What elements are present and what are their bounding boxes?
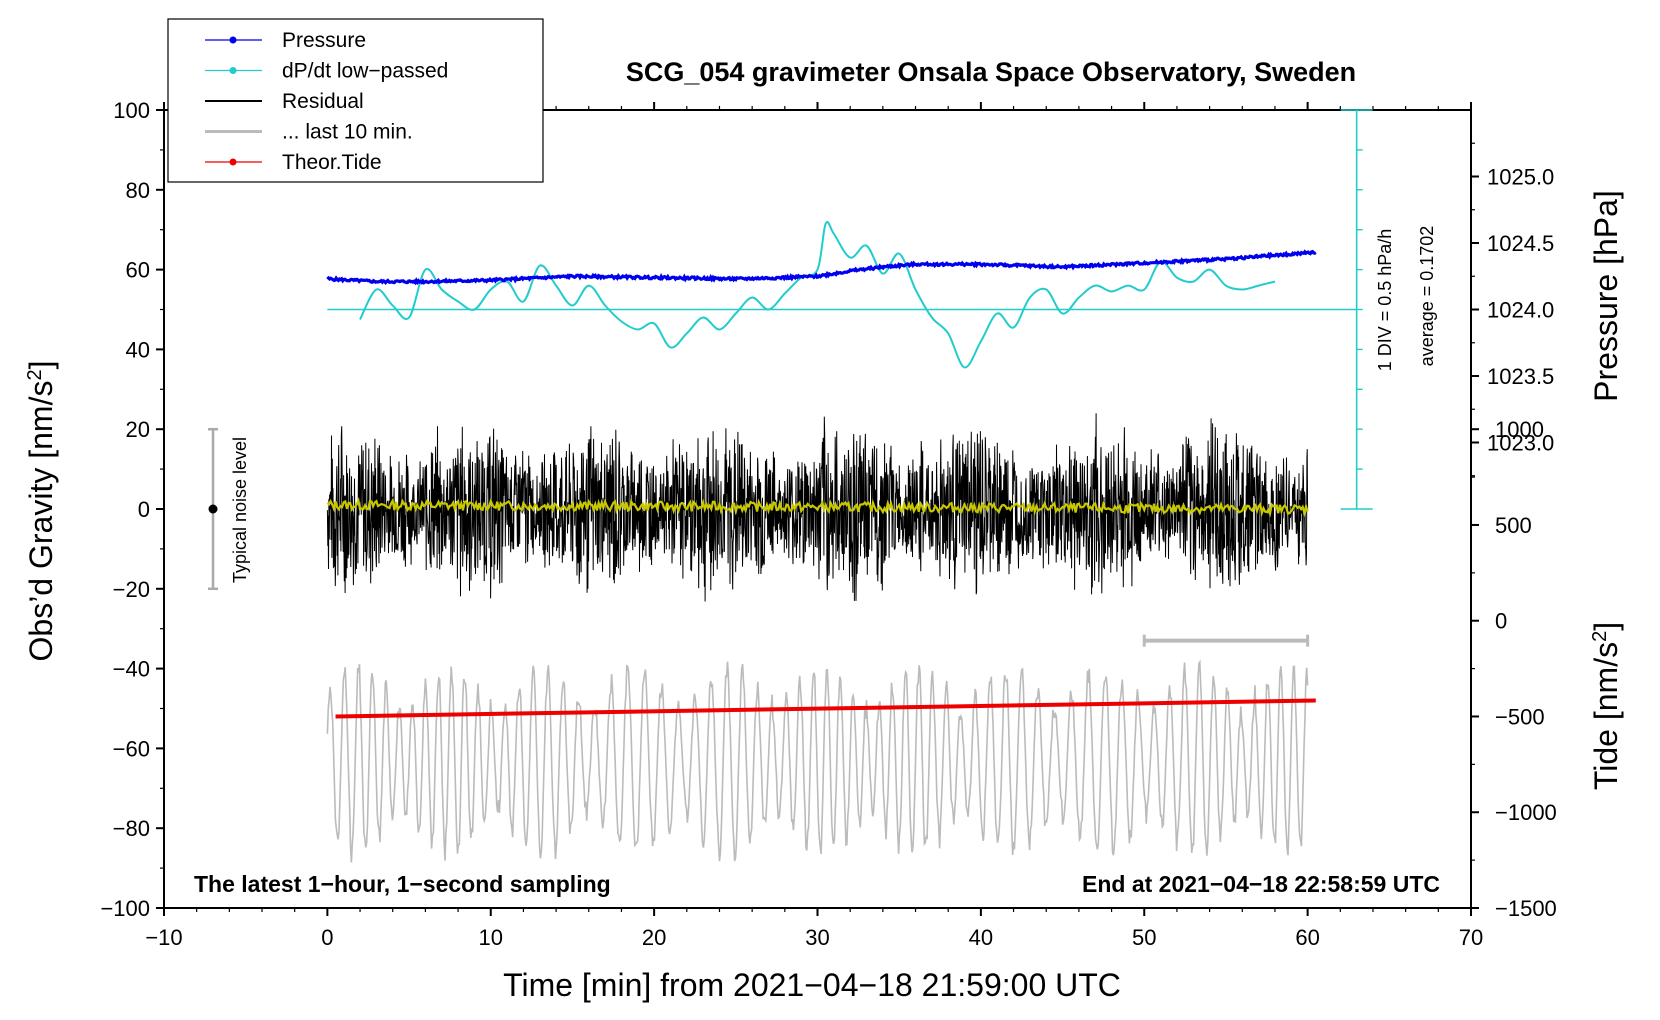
pressure-series <box>326 249 1317 286</box>
pressure-tick-label: 1023.5 <box>1487 364 1554 389</box>
dpdt-series <box>327 220 1357 369</box>
y-tick-label: −100 <box>100 896 150 921</box>
legend-label: ... last 10 min. <box>282 121 413 144</box>
x-axis-title: Time [min] from 2021−04−18 21:59:00 UTC <box>503 967 1121 1003</box>
y-tick-label: 100 <box>113 98 150 123</box>
y-left-axis-ticks: −100 −80 −60 −40 −20 0 20 40 60 80 100 <box>100 98 164 921</box>
tide-tick-label: 1000 <box>1495 417 1544 442</box>
pressure-tick-label: 1025.0 <box>1487 165 1554 190</box>
tide-tick-label: 0 <box>1495 609 1507 634</box>
pressure-axis-ticks: 1023.0 1023.5 1024.0 1024.5 1025.0 <box>1471 142 1554 477</box>
legend-label: dP/dt low−passed <box>282 60 448 83</box>
y-tick-label: −20 <box>113 577 150 602</box>
tide-tick-label: −1500 <box>1495 896 1557 921</box>
end-time-note: End at 2021−04−18 22:58:59 UTC <box>1082 871 1440 897</box>
ten-minute-bar <box>1142 634 1310 647</box>
chart-title: SCG_054 gravimeter Onsala Space Observat… <box>626 57 1356 87</box>
tide-tick-label: −500 <box>1495 704 1545 729</box>
y-tick-label: 60 <box>126 258 150 283</box>
x-tick-label: 70 <box>1459 925 1483 950</box>
legend-label: Pressure <box>282 29 366 52</box>
sampling-note: The latest 1−hour, 1−second sampling <box>194 871 611 897</box>
pressure-line <box>326 249 1317 286</box>
x-tick-label: 40 <box>969 925 993 950</box>
tide-tick-label: −1000 <box>1495 800 1557 825</box>
legend-swatch-marker <box>229 158 237 166</box>
x-tick-label: 50 <box>1132 925 1156 950</box>
tide-line <box>335 698 1316 719</box>
y-tick-label: 40 <box>126 337 150 362</box>
y-tick-label: −40 <box>113 657 150 682</box>
pressure-tick-label: 1024.0 <box>1487 298 1554 323</box>
x-tick-label: 0 <box>321 925 333 950</box>
y-tick-label: 20 <box>126 417 150 442</box>
dpdt-scale-bar <box>1340 109 1373 510</box>
smoothed-residual-line <box>326 496 1309 518</box>
dpdt-average-label: average = 0.1702 <box>1417 226 1437 367</box>
y-tick-label: 0 <box>138 497 150 522</box>
x-axis-ticks: −10 0 10 20 30 40 50 60 70 <box>145 102 1483 950</box>
tide-axis-ticks: −1500 −1000 −500 0 500 1000 <box>1471 417 1557 921</box>
noise-level-bar <box>208 427 219 591</box>
tide-axis-title: Tide [nm/s2] <box>1588 622 1624 790</box>
legend-label: Residual <box>282 90 364 113</box>
x-tick-label: −10 <box>145 925 182 950</box>
noise-bar-center-dot <box>208 504 218 514</box>
y-tick-label: 80 <box>126 178 150 203</box>
x-tick-label: 60 <box>1295 925 1319 950</box>
dpdt-line <box>359 220 1276 369</box>
pressure-axis-title: Pressure [hPa] <box>1588 190 1624 402</box>
legend-swatch-marker <box>229 36 237 44</box>
y-left-axis-title: Obs’d Gravity [nm/s2] <box>23 361 59 662</box>
dpdt-scale-label: 1 DIV = 0.5 hPa/h <box>1375 229 1395 372</box>
x-tick-label: 30 <box>805 925 829 950</box>
legend-label: Theor.Tide <box>282 151 382 174</box>
last-10-min-line <box>326 659 1309 863</box>
y-tick-label: −80 <box>113 816 150 841</box>
pressure-tick-label: 1024.5 <box>1487 231 1554 256</box>
legend: Pressure dP/dt low−passed Residual ... last… <box>167 18 544 183</box>
tide-series <box>335 698 1316 719</box>
pressure-tick-label: 1023.0 <box>1487 431 1554 456</box>
residual-line <box>326 413 1309 602</box>
tide-tick-label: 500 <box>1495 513 1532 538</box>
residual-series <box>326 413 1309 602</box>
x-tick-label: 20 <box>642 925 666 950</box>
noise-level-label: Typical noise level <box>230 437 250 583</box>
smoothed-residual-series <box>326 496 1309 518</box>
legend-swatch-marker <box>229 67 237 74</box>
x-tick-label: 10 <box>479 925 503 950</box>
y-tick-label: −60 <box>113 736 150 761</box>
last-10-min-series <box>326 659 1309 863</box>
